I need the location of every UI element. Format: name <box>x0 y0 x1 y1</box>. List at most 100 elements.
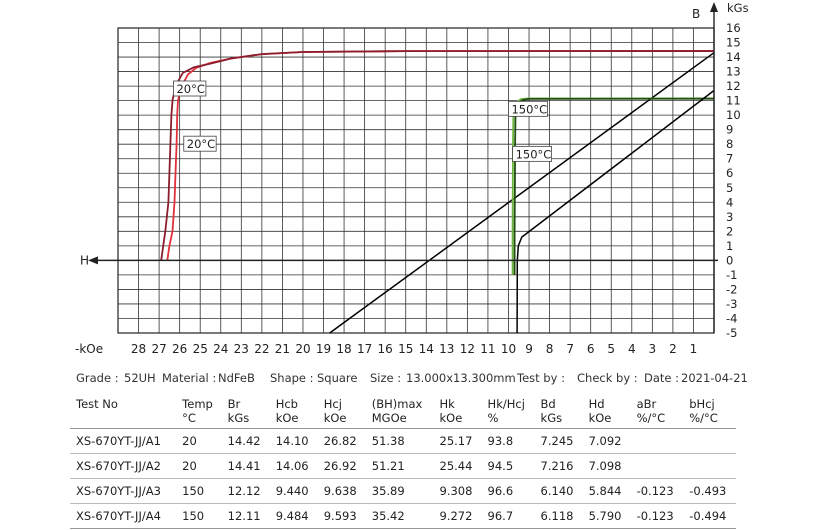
x-tick-label: 16 <box>378 342 393 356</box>
table-header-text: % <box>487 411 499 425</box>
h-axis-label: H <box>80 253 89 267</box>
y-tick-label: 10 <box>726 108 741 122</box>
table-cell: 6.140 <box>534 478 583 504</box>
y-tick-label: 15 <box>726 36 741 50</box>
series-line <box>160 50 714 261</box>
table-cell: 14.41 <box>221 453 270 479</box>
x-tick-label: 17 <box>357 342 372 356</box>
table-header-cell: Br kGs <box>221 394 270 429</box>
table-header-text: %/°C <box>636 411 666 425</box>
temperature-label-box <box>508 100 548 117</box>
date-label: Date : <box>644 371 680 385</box>
chart-axes: H B kGs -kOe <box>75 1 749 356</box>
table-header-text: Bd <box>540 397 556 411</box>
table-cell: 14.10 <box>269 428 318 454</box>
x-tick-label: 27 <box>151 342 166 356</box>
y-tick-label: 8 <box>726 137 733 151</box>
table-cell: 26.82 <box>317 428 366 454</box>
table-cell: 150 <box>176 478 222 504</box>
temperature-label: 20°C <box>187 137 215 151</box>
table-header-text: kOe <box>588 411 612 425</box>
table-cell: 12.12 <box>221 478 270 504</box>
table-row: XS-670YT-JJ/A4 150 12.11 9.484 9.593 35.42 9.2… <box>70 503 736 529</box>
series-line <box>329 52 715 334</box>
y-tick-label: 5 <box>726 181 733 195</box>
table-cell: 9.272 <box>433 503 482 529</box>
x-tick-label: 22 <box>254 342 269 356</box>
table-cell: 5.790 <box>582 503 631 529</box>
table-header-text: aBr <box>636 397 657 411</box>
table-cell: 51.38 <box>365 428 434 454</box>
y-tick-label: 13 <box>726 65 741 79</box>
table-header-text: kGs <box>540 411 563 425</box>
table-row: XS-670YT-JJ/A3 150 12.12 9.440 9.638 35.89 9.3… <box>70 478 736 504</box>
temperature-label: 150°C <box>511 102 547 116</box>
table-header-cell: Bd kGs <box>534 394 583 429</box>
table-header-cell: aBr %/°C <box>630 394 684 429</box>
table-cell: 9.484 <box>269 503 318 529</box>
temperature-label-box <box>173 80 207 97</box>
table-header-text: Hd <box>588 397 605 411</box>
table-cell: 93.8 <box>481 428 535 454</box>
b-axis-arrow <box>710 2 718 12</box>
table-cell: 5.844 <box>582 478 631 504</box>
y-tick-label: -5 <box>726 326 737 340</box>
table-cell: 25.44 <box>433 453 482 479</box>
size-value: 13.000x13.300mm <box>406 371 516 385</box>
x-tick-label: 20 <box>295 342 310 356</box>
y-tick-label: 7 <box>726 152 733 166</box>
table-cell: 7.098 <box>582 453 631 479</box>
x-tick-label: 21 <box>275 342 290 356</box>
table-header-cell: Hd kOe <box>582 394 631 429</box>
shape-value: Square <box>317 371 358 385</box>
table-header-cell: Temp °C <box>176 394 222 429</box>
table-cell: 14.06 <box>269 453 318 479</box>
table-header-text: Hk/Hcj <box>487 397 525 411</box>
chart-ticks: 28 27 26 25 24 23 22 21 20 19 18 17 16 15 14 13 12 11 10 9 8… <box>131 21 741 356</box>
table-cell: 96.6 <box>481 478 535 504</box>
table-cell: 51.21 <box>365 453 434 479</box>
size-label: Size : <box>370 371 402 385</box>
y-tick-label: 3 <box>726 210 733 224</box>
grade-label: Grade : <box>76 371 119 385</box>
table-cell: 7.216 <box>534 453 583 479</box>
x-tick-label: 9 <box>525 342 533 356</box>
table-header-text: Temp <box>182 397 213 411</box>
table-cell: 94.5 <box>481 453 535 479</box>
test-info-bar: Grade : 52UH Material : NdFeB Shape : Sq… <box>0 363 821 393</box>
table-header-text: kOe <box>323 411 347 425</box>
y-tick-label: -4 <box>726 311 737 325</box>
x-tick-label: 28 <box>131 342 146 356</box>
x-tick-label: 14 <box>419 342 434 356</box>
shape-label: Shape : <box>270 371 314 385</box>
table-body: XS-670YT-JJ/A1 20 14.42 14.10 26.82 51.38 25.1… <box>70 428 736 529</box>
table-cell: 150 <box>176 503 222 529</box>
table-cell: 6.118 <box>534 503 583 529</box>
results-table: Test No Temp °C Br kGs Hcb kOe Hcj kOe (BH)max MGO… <box>70 394 736 529</box>
x-tick-label: 2 <box>669 342 677 356</box>
chart-curves <box>160 50 715 334</box>
table-header-text: Test No <box>76 397 118 411</box>
temperature-label-box <box>183 135 217 152</box>
y-tick-label: 12 <box>726 79 741 93</box>
table-cell: -0.123 <box>630 478 684 504</box>
y-tick-label: 9 <box>726 123 733 137</box>
table-cell <box>630 453 684 479</box>
table-cell <box>683 428 736 454</box>
table-cell: 96.7 <box>481 503 535 529</box>
table-cell: 9.308 <box>433 478 482 504</box>
table-cell: 12.11 <box>221 503 270 529</box>
table-cell: 35.89 <box>365 478 434 504</box>
table-row: XS-670YT-JJ/A2 20 14.41 14.06 26.92 51.21 25.4… <box>70 453 736 479</box>
table-header-text: °C <box>182 411 196 425</box>
material-value: NdFeB <box>218 371 255 385</box>
table-header-text: kOe <box>275 411 299 425</box>
table-cell: 26.92 <box>317 453 366 479</box>
table-header-cell: Hk kOe <box>433 394 482 429</box>
y-tick-label: 1 <box>726 239 733 253</box>
table-cell: 7.245 <box>534 428 583 454</box>
table-cell: -0.123 <box>630 503 684 529</box>
table-header-text: %/°C <box>689 411 718 425</box>
table-cell: XS-670YT-JJ/A2 <box>70 453 177 479</box>
x-tick-label: 18 <box>336 342 351 356</box>
